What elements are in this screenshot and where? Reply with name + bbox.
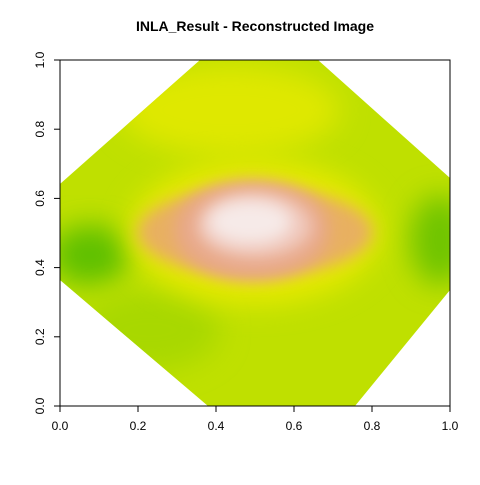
x-tick-label: 0.2	[130, 419, 147, 433]
x-tick-label: 0.6	[286, 419, 303, 433]
y-tick-label: 1.0	[33, 51, 47, 68]
y-tick-label: 0.6	[33, 190, 47, 207]
y-tick-label: 0.8	[33, 121, 47, 138]
y-tick-label: 0.2	[33, 328, 47, 345]
x-tick-label: 0.8	[364, 419, 381, 433]
x-tick-label: 0.4	[208, 419, 225, 433]
y-tick-label: 0.0	[33, 397, 47, 414]
x-tick-label: 1.0	[442, 419, 459, 433]
plot-frame	[59, 59, 451, 407]
y-tick-label: 0.4	[33, 259, 47, 276]
image	[60, 60, 450, 406]
x-tick-label: 0.0	[52, 419, 69, 433]
chart-title: INLA_Result - Reconstructed Image	[136, 18, 374, 34]
